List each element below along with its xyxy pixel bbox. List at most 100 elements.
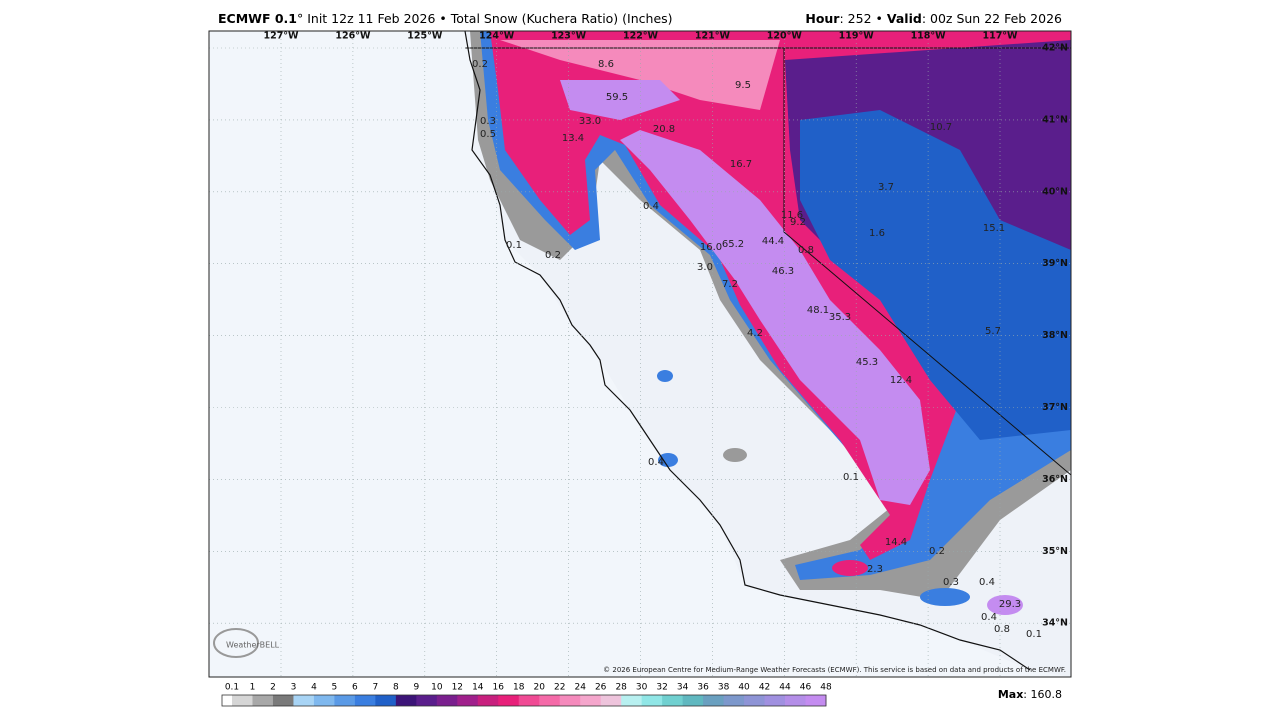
point-value: 11.6 — [781, 210, 803, 221]
point-value: 0.2 — [929, 546, 945, 557]
colorbar-segment — [805, 695, 827, 706]
longitude-label: 120°W — [767, 31, 803, 42]
point-value: 0.2 — [545, 250, 561, 261]
point-value: 16.0 — [700, 242, 722, 253]
colorbar-label: 20 — [534, 683, 546, 693]
latitude-label: 41°N — [1042, 114, 1068, 125]
point-value: 45.3 — [856, 357, 878, 368]
point-value: 15.1 — [983, 223, 1005, 234]
colorbar-label: 30 — [636, 683, 648, 693]
point-value: 12.4 — [890, 375, 912, 386]
colorbar-segment — [662, 695, 684, 706]
colorbar-label: 34 — [677, 683, 689, 693]
point-value: 44.4 — [762, 236, 784, 247]
latitude-label: 37°N — [1042, 402, 1068, 413]
colorbar-segment — [416, 695, 438, 706]
snow-spot — [987, 595, 1023, 615]
point-value: 7.2 — [722, 279, 738, 290]
point-value: 0.1 — [1026, 629, 1042, 640]
longitude-label: 125°W — [407, 31, 443, 42]
colorbar-segment — [272, 695, 294, 706]
colorbar-label: 8 — [393, 683, 399, 693]
max-label: Max — [998, 688, 1023, 701]
valid-label: Valid — [887, 11, 922, 26]
point-value: 8.6 — [598, 59, 614, 70]
colorbar-segment — [682, 695, 704, 706]
map-frame — [208, 30, 1072, 678]
map: 127°W 126°W 125°W 124°W 123°W 122°W 121°W 120°W… — [209, 31, 1071, 677]
colorbar-label: 26 — [595, 683, 607, 693]
colorbar-label: 16 — [493, 683, 505, 693]
point-value: 0.3 — [943, 577, 959, 588]
colorbar-label: 12 — [452, 683, 463, 693]
point-value: 10.7 — [930, 122, 952, 133]
colorbar-label: 7 — [373, 683, 379, 693]
title-model: ECMWF 0.1 — [218, 11, 297, 26]
hour-label: Hour — [805, 11, 840, 26]
colorbar-label: 48 — [820, 683, 832, 693]
snow-spot — [920, 588, 970, 606]
longitude-label: 122°W — [623, 31, 659, 42]
colorbar-segment — [252, 695, 274, 706]
colorbar-label: 6 — [352, 683, 358, 693]
colorbar-segment — [703, 695, 725, 706]
point-value: 0.2 — [472, 59, 488, 70]
longitude-label: 124°W — [479, 31, 515, 42]
point-value: 0.5 — [480, 129, 496, 140]
colorbar-segment — [621, 695, 643, 706]
point-value: 46.3 — [772, 266, 794, 277]
point-value: 59.5 — [606, 92, 628, 103]
snow-violet-sierra — [620, 130, 930, 505]
colorbar-segment — [580, 695, 602, 706]
copyright: © 2026 European Centre for Medium-Range … — [603, 666, 1066, 674]
title-text: ° Init 12z 11 Feb 2026 • Total Snow (Kuc… — [297, 11, 673, 26]
colorbar: 0.1 1 2 3 4 5 6 7 8 9 10 12 14 16 18 20 22 24 26 28 30 32 34 36… — [221, 683, 832, 707]
latitude-label: 42°N — [1042, 43, 1068, 54]
colorbar-label: 44 — [779, 683, 791, 693]
longitude-label: 118°W — [911, 31, 947, 42]
colorbar-segment — [641, 695, 663, 706]
colorbar-label: 40 — [738, 683, 750, 693]
snow-spot — [832, 560, 868, 576]
point-value: 0.3 — [480, 116, 496, 127]
point-value: 35.3 — [829, 312, 851, 323]
longitude-label: 119°W — [839, 31, 875, 42]
point-value: 13.4 — [562, 133, 584, 144]
colorbar-segment — [232, 695, 253, 706]
latitude-label: 34°N — [1042, 618, 1068, 629]
point-value: 3.0 — [697, 262, 713, 273]
colorbar-label: 1 — [250, 683, 256, 693]
valid-info: Hour: 252 • Valid: 00z Sun 22 Feb 2026 — [805, 11, 1062, 26]
colorbar-label: 22 — [554, 683, 565, 693]
colorbar-segment — [600, 695, 622, 706]
snow-spot — [723, 448, 747, 462]
colorbar-segment — [559, 695, 581, 706]
latitude-label: 40°N — [1042, 186, 1068, 197]
colorbar-label: 4 — [311, 683, 317, 693]
point-value: 65.2 — [722, 239, 744, 250]
colorbar-segment — [436, 695, 458, 706]
colorbar-label: 28 — [615, 683, 627, 693]
point-value: 9.5 — [735, 80, 751, 91]
snow-violet-north — [560, 80, 680, 120]
point-value: 0.8 — [994, 624, 1010, 635]
snow-spot — [657, 370, 673, 382]
colorbar-segment — [498, 695, 520, 706]
point-value: 4.2 — [747, 328, 763, 339]
longitude-label: 127°W — [263, 31, 299, 42]
point-value: 14.4 — [885, 537, 907, 548]
max-value: : 160.8 — [1023, 688, 1062, 701]
latitude-label: 35°N — [1042, 546, 1068, 557]
point-value: 0.1 — [506, 240, 522, 251]
point-value: 2.3 — [867, 564, 883, 575]
colorbar-segment — [477, 695, 499, 706]
point-value: 9.2 — [790, 217, 806, 228]
point-value: 48.1 — [807, 305, 829, 316]
logo-ring — [213, 628, 259, 658]
colorbar-label: 9 — [413, 683, 419, 693]
colorbar-segment — [457, 695, 479, 706]
point-value: 29.3 — [999, 599, 1021, 610]
logo: WeatherBELL — [213, 628, 280, 658]
logo-text: WeatherBELL — [226, 641, 280, 650]
